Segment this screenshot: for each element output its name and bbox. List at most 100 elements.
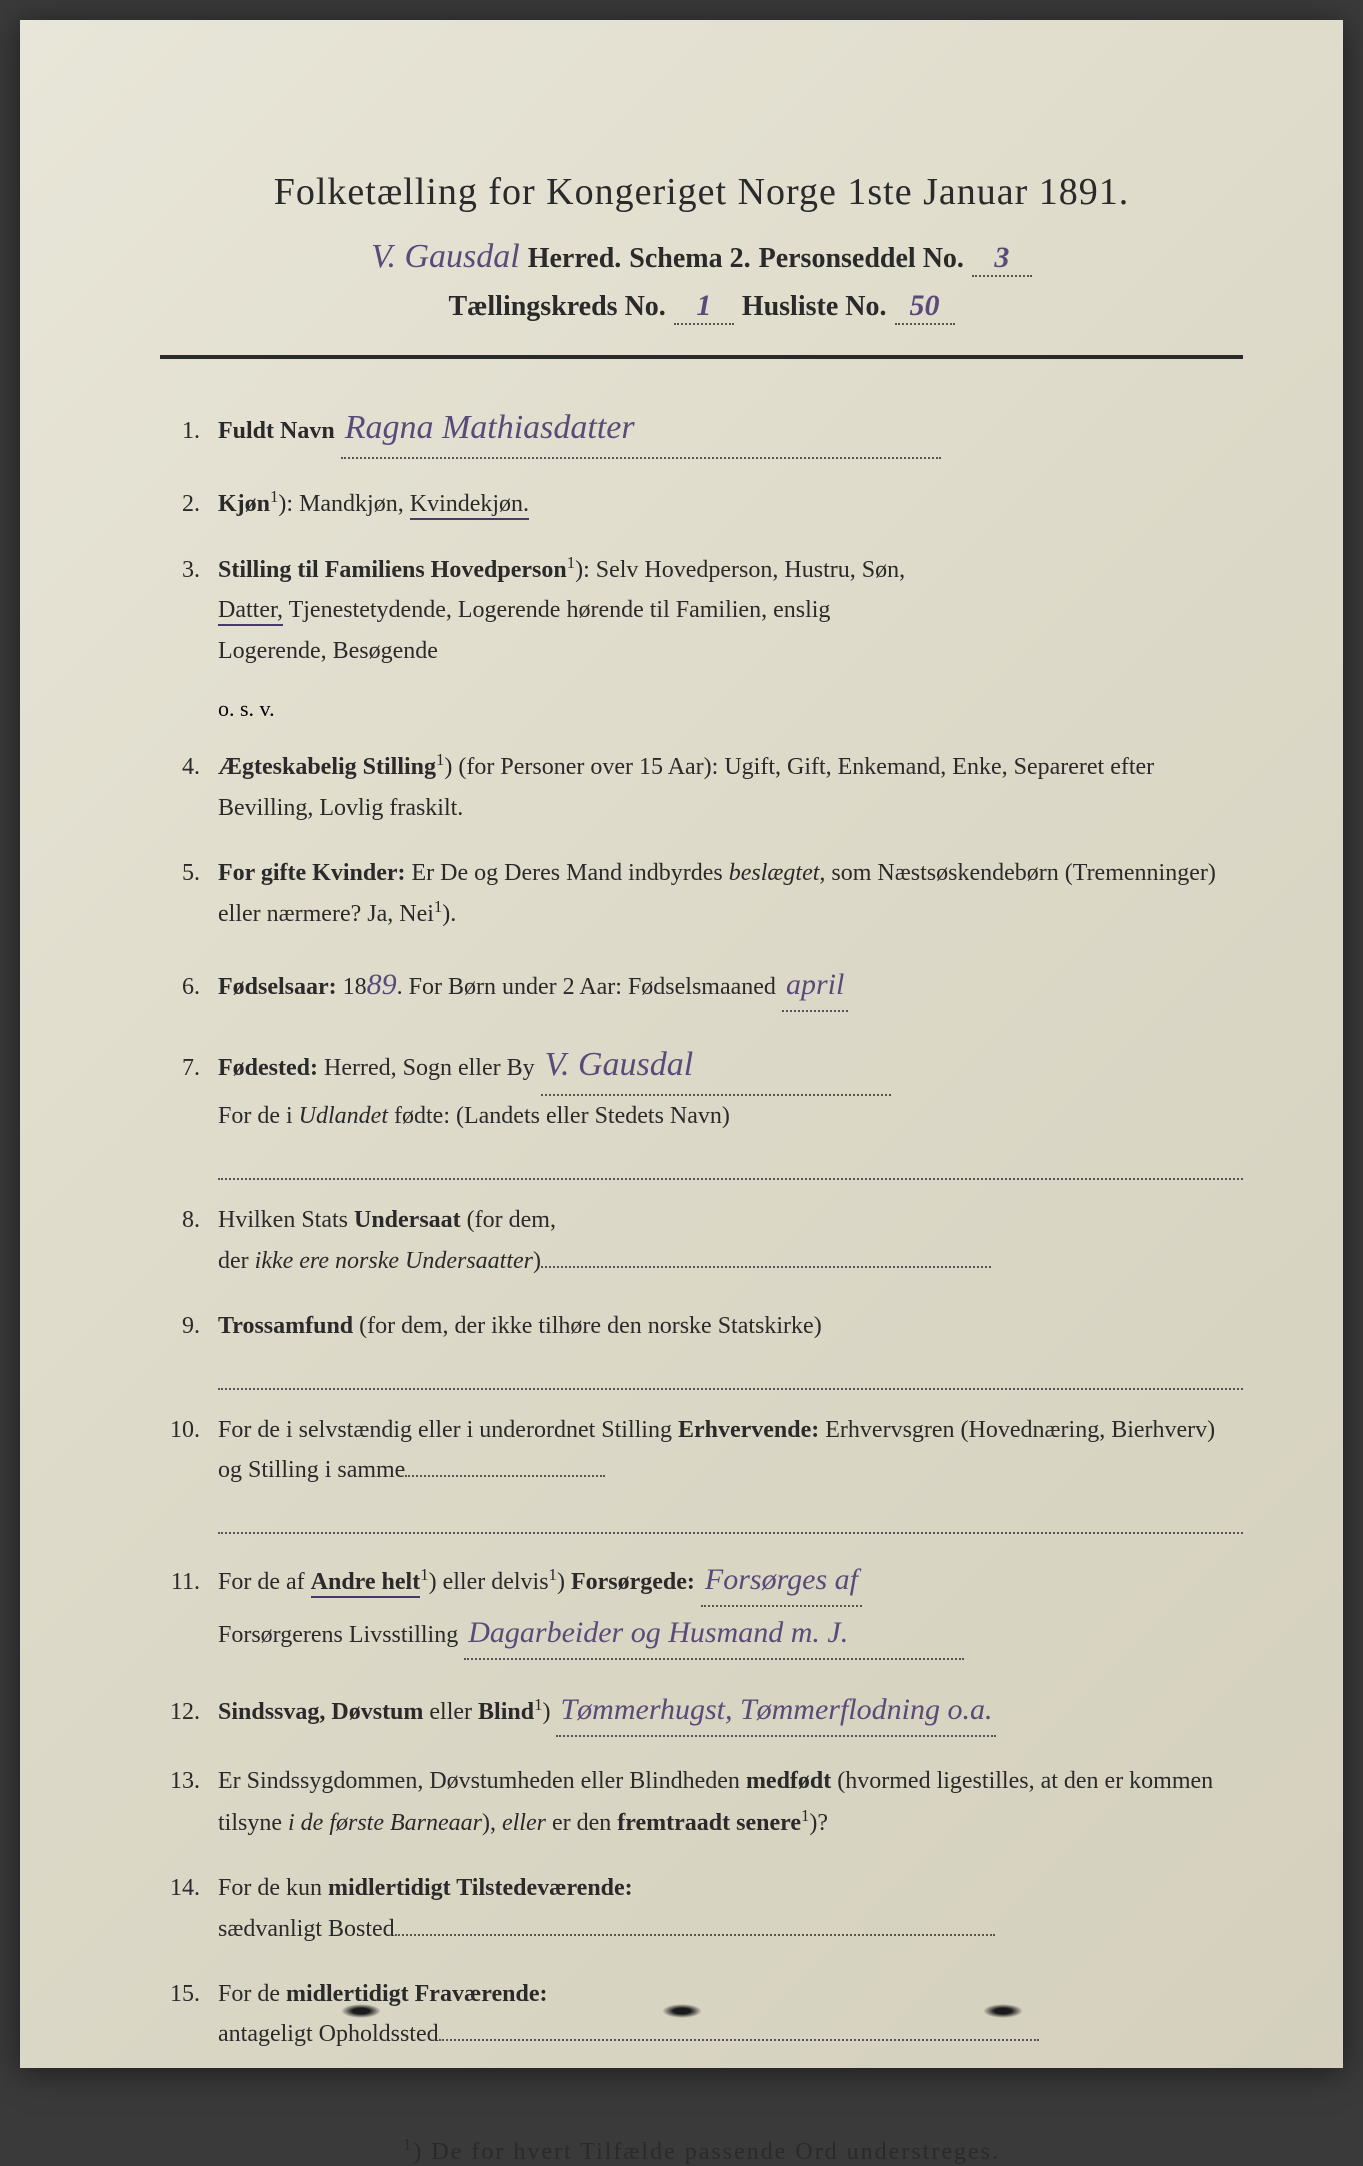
q10-num: 10. bbox=[160, 1417, 200, 1444]
q4-field: Ægteskabelig Stilling1) (for Personer ov… bbox=[218, 746, 1243, 829]
question-5: 5. For gifte Kvinder: Er De og Deres Man… bbox=[160, 853, 1243, 936]
form-title: Folketælling for Kongeriget Norge 1ste J… bbox=[160, 170, 1243, 214]
q5-label: For gifte Kvinder: bbox=[218, 860, 406, 886]
q14-line2: sædvanligt Bosted bbox=[218, 1916, 395, 1942]
q4-num: 4. bbox=[160, 754, 200, 781]
q12-end: ) bbox=[542, 1699, 550, 1725]
q6-label: Fødselsaar: bbox=[218, 974, 337, 1000]
q11-label1: Andre helt bbox=[311, 1569, 421, 1598]
question-10: 10. For de i selvstændig eller i underor… bbox=[160, 1410, 1243, 1492]
question-3: 3. Stilling til Familiens Hovedperson1):… bbox=[160, 549, 1243, 672]
q7-line2i: Udlandet bbox=[299, 1103, 388, 1129]
header-divider bbox=[160, 355, 1243, 359]
q8-field: Hvilken Stats Undersaat (for dem, der ik… bbox=[218, 1200, 1243, 1282]
q9-blank bbox=[218, 1370, 1243, 1389]
q7-field: Fødested: Herred, Sogn eller By V. Gausd… bbox=[218, 1036, 1243, 1137]
q13-italic2: eller bbox=[502, 1810, 546, 1836]
q13-text1: Er Sindssygdommen, Døvstumheden eller Bl… bbox=[218, 1768, 746, 1794]
q3-line1: ): Selv Hovedperson, Hustru, Søn, bbox=[575, 557, 905, 583]
q9-text: (for dem, der ikke tilhøre den norske St… bbox=[353, 1313, 822, 1339]
q5-num: 5. bbox=[160, 860, 200, 887]
q10-text: For de i selvstændig eller i underordnet… bbox=[218, 1417, 678, 1443]
q7-num: 7. bbox=[160, 1055, 200, 1082]
q14-text: For de kun bbox=[218, 1875, 328, 1901]
q14-label: midlertidigt Tilstedeværende: bbox=[328, 1875, 633, 1901]
q6-text2: . For Børn under 2 Aar: Fødselsmaaned bbox=[397, 974, 776, 1000]
q9-num: 9. bbox=[160, 1313, 200, 1340]
q13-field: Er Sindssygdommen, Døvstumheden eller Bl… bbox=[218, 1761, 1243, 1844]
herred-label: Herred. bbox=[528, 243, 622, 275]
q11-sup2: 1 bbox=[549, 1565, 557, 1584]
q12-num: 12. bbox=[160, 1699, 200, 1726]
q3-num: 3. bbox=[160, 557, 200, 584]
q11-text3: ) bbox=[557, 1569, 571, 1595]
question-4: 4. Ægteskabelig Stilling1) (for Personer… bbox=[160, 746, 1243, 829]
q5-field: For gifte Kvinder: Er De og Deres Mand i… bbox=[218, 853, 1243, 936]
question-6: 6. Fødselsaar: 1889. For Børn under 2 Aa… bbox=[160, 959, 1243, 1012]
q3-label: Stilling til Familiens Hovedperson bbox=[218, 557, 567, 583]
q6-num: 6. bbox=[160, 974, 200, 1001]
q13-italic1: i de første Barneaar bbox=[288, 1810, 482, 1836]
q7-line2a: For de i bbox=[218, 1103, 299, 1129]
q8-italic: ikke ere norske Undersaatter bbox=[255, 1248, 533, 1274]
q11-text1: For de af bbox=[218, 1569, 311, 1595]
q13-end: )? bbox=[809, 1810, 828, 1836]
question-9: 9. Trossamfund (for dem, der ikke tilhør… bbox=[160, 1306, 1243, 1347]
q11-value2: Dagarbeider og Husmand m. J. bbox=[464, 1607, 964, 1660]
q3-line2: Tjenestetydende, Logerende hørende til F… bbox=[283, 597, 830, 623]
question-1: 1. Fuldt Navn Ragna Mathiasdatter bbox=[160, 399, 1243, 459]
q10-blank2 bbox=[218, 1515, 1243, 1534]
q6-field: Fødselsaar: 1889. For Børn under 2 Aar: … bbox=[218, 959, 1243, 1012]
q8-text1: Hvilken Stats bbox=[218, 1207, 354, 1233]
q13-label: medfødt bbox=[746, 1768, 831, 1794]
q11-field: For de af Andre helt1) eller delvis1) Fo… bbox=[218, 1554, 1243, 1660]
question-13: 13. Er Sindssygdommen, Døvstumheden elle… bbox=[160, 1761, 1243, 1844]
question-12: 12. Sindssvag, Døvstum eller Blind1) Tøm… bbox=[160, 1684, 1243, 1737]
q8-blank bbox=[541, 1266, 991, 1268]
q15-label: midlertidigt Fraværende: bbox=[286, 1981, 548, 2007]
q6-month: april bbox=[782, 959, 848, 1012]
form-header: Folketælling for Kongeriget Norge 1ste J… bbox=[160, 170, 1243, 325]
q11-label2: Forsørgede: bbox=[571, 1569, 695, 1595]
q14-blank bbox=[395, 1934, 995, 1936]
q10-label: Erhvervende: bbox=[678, 1417, 819, 1443]
q2-num: 2. bbox=[160, 491, 200, 518]
q7-blank bbox=[218, 1161, 1243, 1180]
husliste-label: Husliste No. bbox=[742, 291, 887, 323]
q13-num: 13. bbox=[160, 1768, 200, 1795]
q9-field: Trossamfund (for dem, der ikke tilhøre d… bbox=[218, 1306, 1243, 1347]
q9-label: Trossamfund bbox=[218, 1313, 353, 1339]
q5-text1: Er De og Deres Mand indbyrdes bbox=[406, 860, 729, 886]
question-2: 2. Kjøn1): Mandkjøn, Kvindekjøn. bbox=[160, 483, 1243, 525]
q12-field: Sindssvag, Døvstum eller Blind1) Tømmerh… bbox=[218, 1684, 1243, 1737]
q8-label: Undersaat bbox=[354, 1207, 461, 1233]
q4-label: Ægteskabelig Stilling bbox=[218, 754, 436, 780]
q7-text1: Herred, Sogn eller By bbox=[318, 1055, 535, 1081]
q8-line2: der bbox=[218, 1248, 255, 1274]
q1-value: Ragna Mathiasdatter bbox=[341, 399, 941, 459]
question-14: 14. For de kun midlertidigt Tilstedevære… bbox=[160, 1868, 1243, 1950]
q7-line2b: fødte: (Landets eller Stedets Navn) bbox=[388, 1103, 730, 1129]
personseddel-no: 3 bbox=[972, 241, 1032, 277]
q5-italic1: beslægtet, bbox=[729, 860, 826, 886]
schema-label: Schema 2. bbox=[629, 243, 750, 275]
footnote-sup: 1 bbox=[403, 2135, 413, 2154]
q3-line3: Logerende, Besøgende bbox=[218, 638, 438, 664]
q2-field: Kjøn1): Mandkjøn, Kvindekjøn. bbox=[218, 483, 1243, 525]
footnote-text: ) De for hvert Tilfælde passende Ord und… bbox=[413, 2139, 1000, 2165]
herred-value: V. Gausdal bbox=[371, 238, 520, 276]
q15-line2: antageligt Opholdssted bbox=[218, 2021, 439, 2047]
kreds-no: 1 bbox=[674, 289, 734, 325]
q11-line2: Forsørgerens Livsstilling bbox=[218, 1622, 458, 1648]
binding-mark-icon bbox=[341, 2004, 381, 2018]
q7-label: Fødested: bbox=[218, 1055, 318, 1081]
q10-blank bbox=[405, 1475, 605, 1477]
q2-kvinde: Kvindekjøn. bbox=[410, 491, 529, 520]
q10-field: For de i selvstændig eller i underordnet… bbox=[218, 1410, 1243, 1492]
footnote: 1) De for hvert Tilfælde passende Ord un… bbox=[160, 2135, 1243, 2166]
q13-text4: er den bbox=[546, 1810, 617, 1836]
q2-text: ): Mandkjøn, bbox=[278, 491, 409, 517]
q1-field: Fuldt Navn Ragna Mathiasdatter bbox=[218, 399, 1243, 459]
kreds-label: Tællingskreds No. bbox=[448, 291, 665, 323]
q8-num: 8. bbox=[160, 1207, 200, 1234]
